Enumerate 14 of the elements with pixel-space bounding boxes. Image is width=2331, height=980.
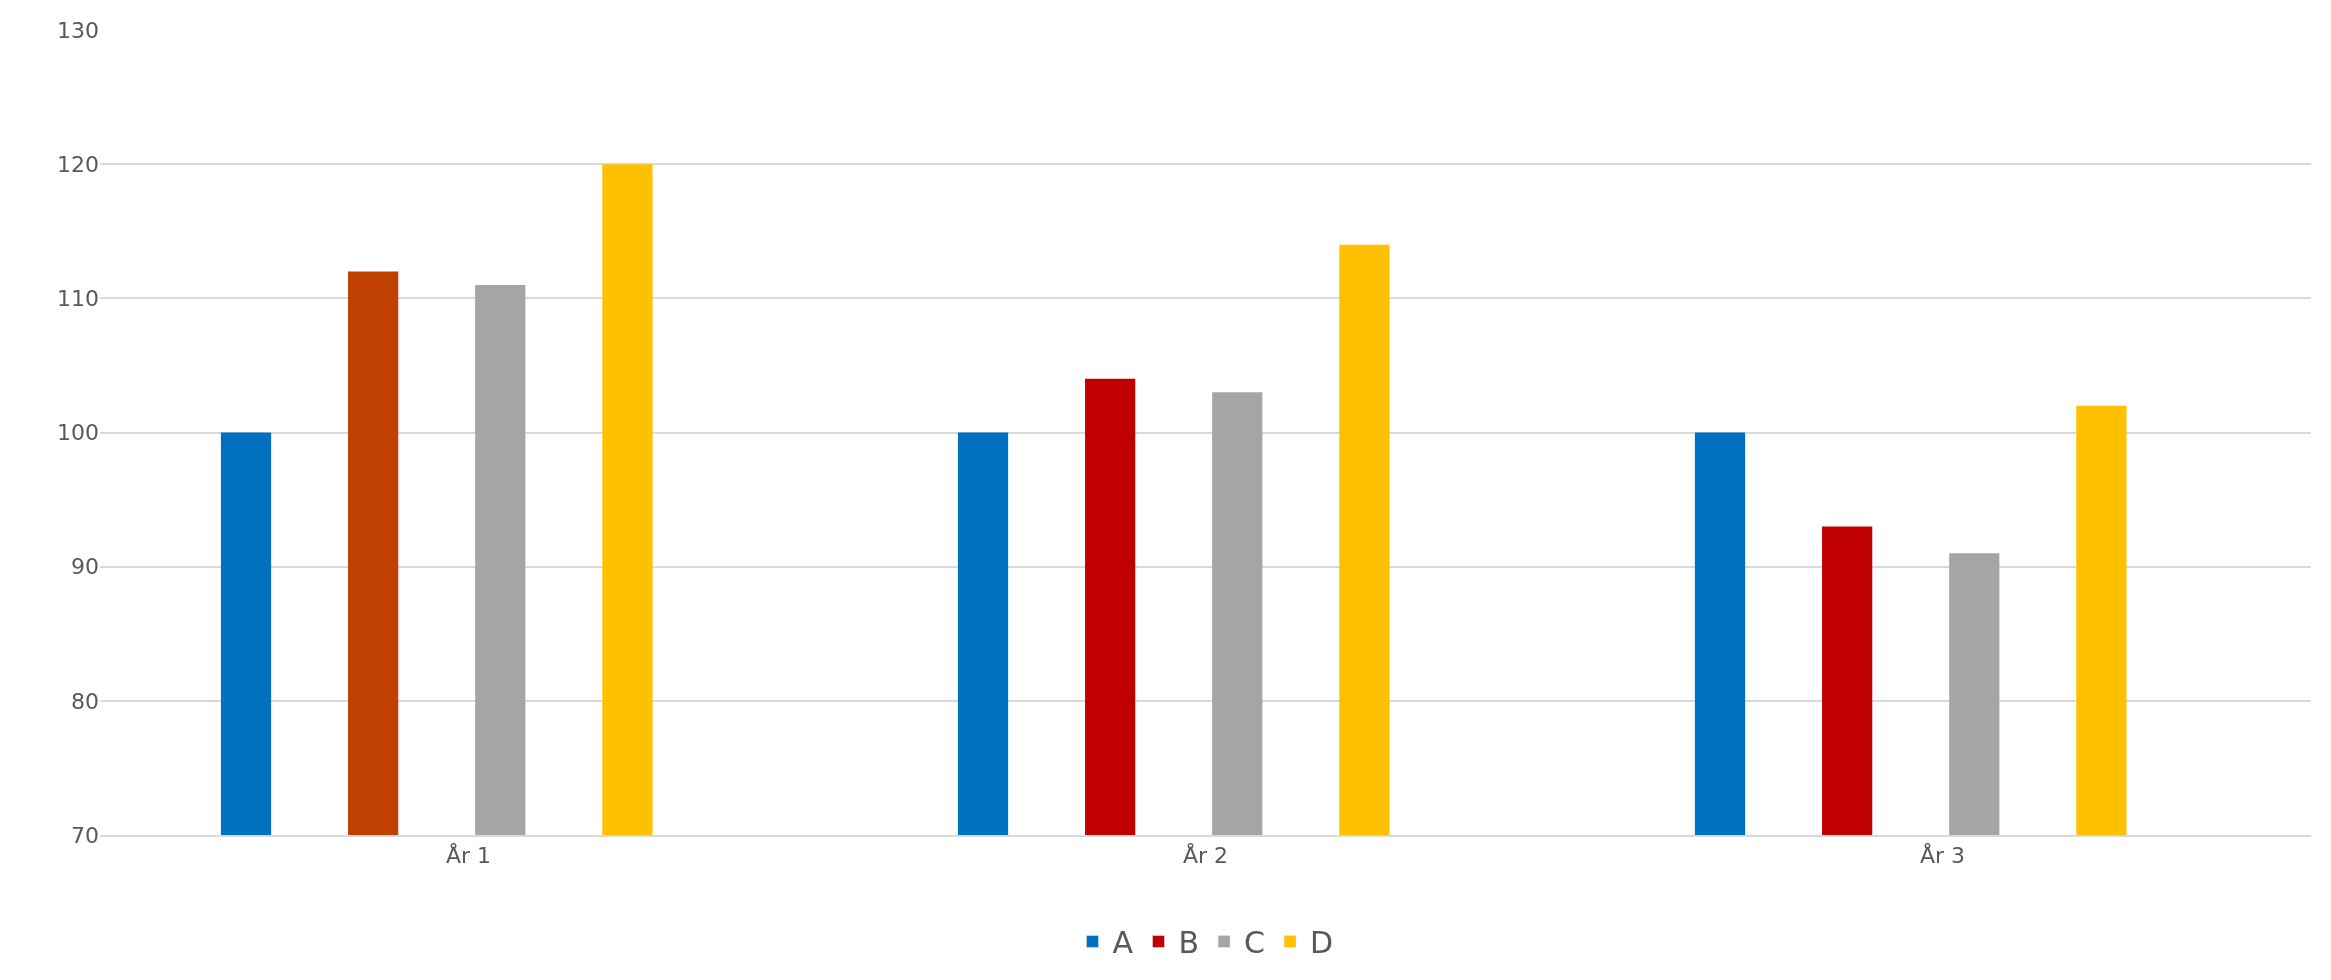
x-tick-label: År 3 (1919, 842, 1966, 869)
x-tick-label: År 2 (1182, 842, 1229, 869)
y-tick-label: 120 (57, 151, 99, 177)
x-tick-label: År 1 (445, 842, 492, 869)
legend-label: C (1244, 925, 1266, 961)
y-tick-label: 80 (71, 688, 99, 714)
legend-label: A (1112, 925, 1134, 961)
y-tick-label: 70 (71, 822, 99, 848)
y-tick-label: 130 (57, 17, 99, 43)
legend-label: D (1310, 925, 1334, 961)
legend-label: B (1178, 925, 1200, 961)
y-tick-label: 90 (71, 554, 99, 580)
y-tick-label: 110 (57, 286, 99, 312)
y-tick-label: 100 (57, 420, 99, 446)
